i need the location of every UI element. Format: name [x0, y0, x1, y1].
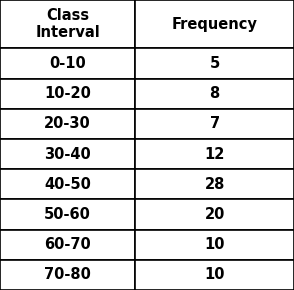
Bar [135, 169, 294, 200]
Bar [0, 79, 135, 109]
Bar [135, 260, 294, 290]
Text: Class
Interval: Class Interval [35, 8, 100, 40]
Bar [135, 48, 294, 79]
Text: 8: 8 [210, 86, 220, 101]
Text: 10-20: 10-20 [44, 86, 91, 101]
Text: 10: 10 [204, 267, 225, 282]
Bar [0, 109, 135, 139]
Bar [0, 200, 135, 230]
Text: 7: 7 [210, 116, 220, 131]
Text: 12: 12 [204, 146, 225, 162]
Bar [135, 230, 294, 260]
Bar [135, 79, 294, 109]
Bar [135, 109, 294, 139]
Text: 20: 20 [204, 207, 225, 222]
Text: 60-70: 60-70 [44, 237, 91, 252]
Bar [0, 230, 135, 260]
Text: 50-60: 50-60 [44, 207, 91, 222]
Bar [0, 0, 135, 48]
Bar [0, 260, 135, 290]
Bar [135, 200, 294, 230]
Text: 40-50: 40-50 [44, 177, 91, 192]
Text: 20-30: 20-30 [44, 116, 91, 131]
Text: Frequency: Frequency [172, 17, 258, 32]
Text: 30-40: 30-40 [44, 146, 91, 162]
Bar [135, 139, 294, 169]
Bar [135, 0, 294, 48]
Text: 28: 28 [204, 177, 225, 192]
Bar [0, 48, 135, 79]
Text: 70-80: 70-80 [44, 267, 91, 282]
Text: 5: 5 [210, 56, 220, 71]
Text: 0-10: 0-10 [49, 56, 86, 71]
Text: 10: 10 [204, 237, 225, 252]
Bar [0, 139, 135, 169]
Bar [0, 169, 135, 200]
